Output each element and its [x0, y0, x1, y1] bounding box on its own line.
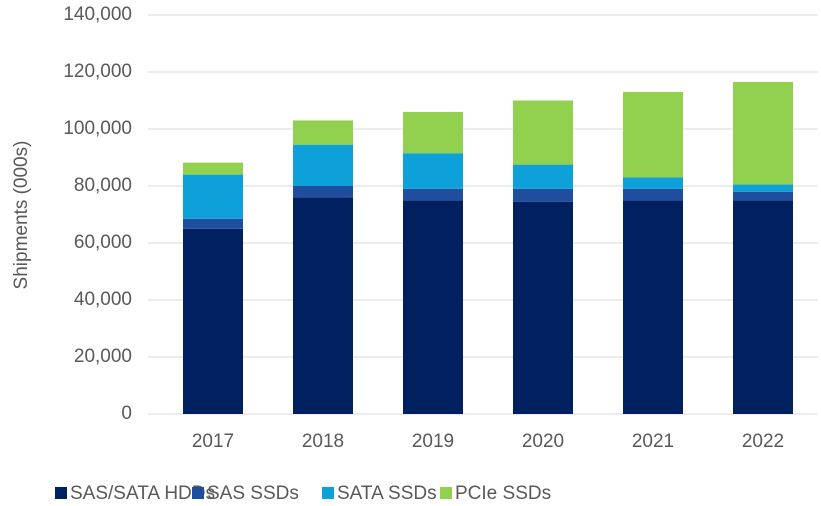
- legend-label: SAS SSDs: [207, 483, 299, 504]
- bar-segment: [183, 162, 243, 175]
- x-tick-label: 2020: [522, 431, 564, 452]
- bar-segment: [513, 188, 573, 202]
- bar-segment: [293, 120, 353, 145]
- x-tick-label: 2018: [302, 431, 344, 452]
- y-tick-label: 140,000: [63, 4, 132, 25]
- legend-label: SATA SSDs: [337, 483, 437, 504]
- y-tick-label: 60,000: [74, 232, 132, 253]
- bar-segment: [293, 197, 353, 414]
- bar-segment: [623, 200, 683, 414]
- bar-segment: [183, 218, 243, 229]
- bar-segment: [403, 153, 463, 189]
- bar-segment: [623, 91, 683, 178]
- legend-label: PCIe SSDs: [455, 483, 551, 504]
- y-tick-label: 100,000: [63, 118, 132, 139]
- y-tick-label: 40,000: [74, 289, 132, 310]
- bar-segment: [513, 100, 573, 165]
- legend-label: SAS/SATA HDDs: [70, 483, 215, 504]
- legend-swatch: [55, 487, 67, 499]
- bar-segment: [513, 164, 573, 189]
- bar-segment: [403, 188, 463, 201]
- bar-segment: [733, 81, 793, 185]
- bar-segment: [183, 174, 243, 219]
- y-tick-label: 120,000: [63, 61, 132, 82]
- bar-segment: [733, 184, 793, 192]
- y-tick-label: 0: [121, 403, 132, 424]
- bar-segment: [733, 191, 793, 201]
- x-tick-label: 2017: [192, 431, 234, 452]
- x-tick-label: 2021: [632, 431, 674, 452]
- bar-segment: [403, 200, 463, 414]
- bar-segment: [623, 188, 683, 201]
- legend-swatch: [192, 487, 204, 499]
- x-tick-label: 2019: [412, 431, 454, 452]
- y-tick-label: 80,000: [74, 175, 132, 196]
- bar-segment: [623, 177, 683, 189]
- bar-segment: [293, 186, 353, 198]
- x-tick-label: 2022: [742, 431, 784, 452]
- bar-segment: [733, 200, 793, 414]
- bar-segment: [513, 201, 573, 414]
- legend-swatch: [322, 487, 334, 499]
- y-axis-label: Shipments (000s): [11, 141, 32, 290]
- bar-segment: [183, 228, 243, 414]
- legend-swatch: [440, 487, 452, 499]
- bar-segment: [293, 144, 353, 186]
- bar-segment: [403, 111, 463, 154]
- y-tick-label: 20,000: [74, 346, 132, 367]
